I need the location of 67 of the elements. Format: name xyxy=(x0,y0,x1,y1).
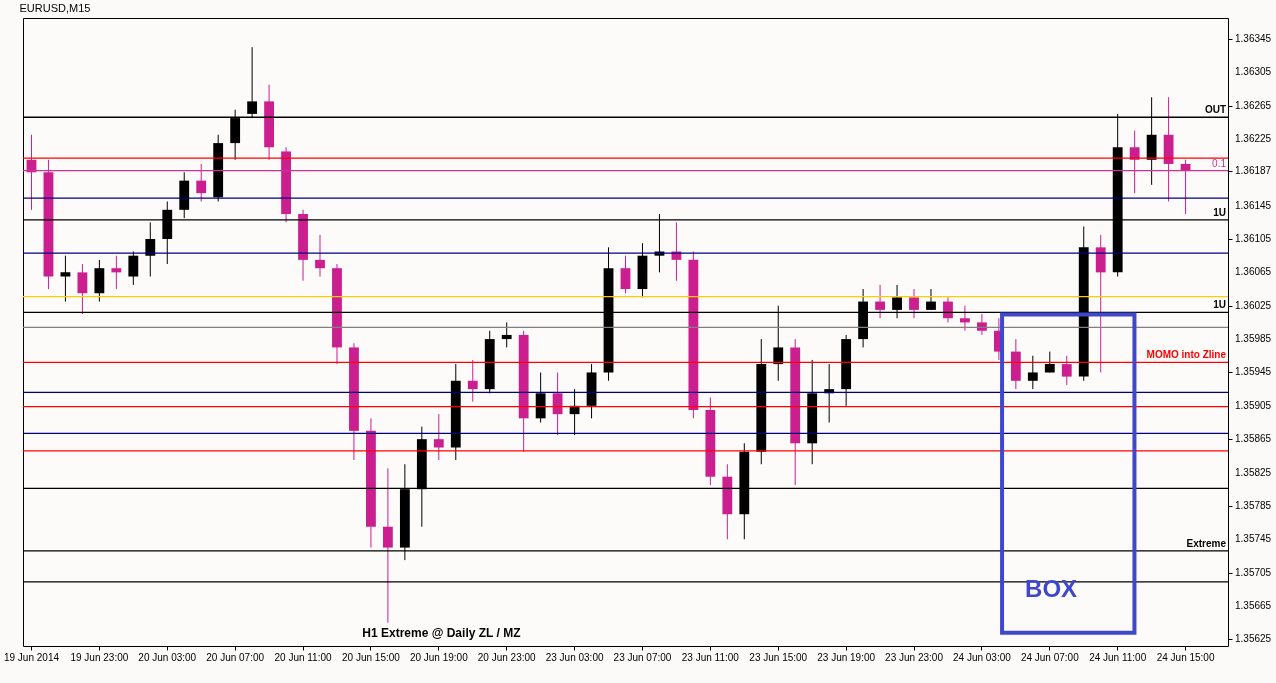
x-tick-label: 20 Jun 15:00 xyxy=(342,651,401,663)
x-tick-label: 24 Jun 03:00 xyxy=(952,651,1012,663)
annotation: 0.1 xyxy=(1212,157,1227,169)
y-tick-label: 1.35945 xyxy=(1235,366,1272,378)
y-tick-label: 1.35785 xyxy=(1235,499,1272,511)
y-tick-label: 1.36065 xyxy=(1235,266,1272,278)
x-tick-label: 20 Jun 07:00 xyxy=(206,651,265,663)
y-tick-label: 1.35905 xyxy=(1235,399,1272,411)
ref-line-label: Extreme xyxy=(1186,537,1227,549)
x-tick-label: 19 Jun 23:00 xyxy=(70,651,129,663)
y-tick-label: 1.35625 xyxy=(1235,633,1272,645)
candlestick xyxy=(960,305,970,332)
annotation: BOX xyxy=(1025,575,1078,603)
x-tick-label: 20 Jun 03:00 xyxy=(138,651,197,663)
y-tick-label: 1.36265 xyxy=(1235,99,1272,111)
candlestick xyxy=(145,221,156,278)
x-tick-label: 20 Jun 11:00 xyxy=(274,651,333,663)
candlestick xyxy=(552,371,563,436)
ref-line-label: MOMO into Zline xyxy=(1146,349,1227,361)
x-tick-label: 23 Jun 23:00 xyxy=(885,651,944,663)
candlestick xyxy=(875,284,885,319)
candlestick xyxy=(77,263,88,315)
candlestick xyxy=(315,234,325,278)
x-tick-label: 23 Jun 11:00 xyxy=(681,651,740,663)
y-tick-label: 1.36225 xyxy=(1235,132,1272,144)
candlestick xyxy=(1027,355,1038,390)
candlestick xyxy=(128,251,139,286)
ref-line-label: 1U xyxy=(1213,206,1226,218)
candlestick xyxy=(433,413,444,461)
candlestick xyxy=(976,313,987,336)
candlestick xyxy=(501,321,512,348)
candlestick xyxy=(467,359,478,403)
y-tick-label: 1.36305 xyxy=(1235,66,1272,78)
candlestick xyxy=(926,288,936,311)
x-tick-label: 20 Jun 19:00 xyxy=(409,651,469,663)
x-tick-label: 23 Jun 19:00 xyxy=(817,651,876,663)
y-tick-label: 1.35825 xyxy=(1235,466,1272,478)
candlestick xyxy=(382,467,393,624)
y-tick-label: 1.36187 xyxy=(1235,164,1272,176)
chart-title: EURUSD,M15 xyxy=(19,2,91,14)
x-tick-label: 24 Jun 11:00 xyxy=(1089,651,1147,663)
y-tick-label: 1.35985 xyxy=(1235,333,1272,345)
candlestick xyxy=(943,296,953,323)
x-tick-label: 23 Jun 03:00 xyxy=(545,651,604,663)
x-tick-label: 20 Jun 23:00 xyxy=(477,651,537,663)
x-tick-label: 24 Jun 15:00 xyxy=(1156,651,1215,663)
candlestick xyxy=(620,255,631,294)
candlestick xyxy=(909,288,919,319)
candlestick xyxy=(196,163,207,202)
ref-line-label: OUT xyxy=(1204,104,1226,116)
y-tick-label: 1.36105 xyxy=(1235,233,1272,245)
x-tick-label: 24 Jun 07:00 xyxy=(1020,651,1080,663)
candlestick xyxy=(60,255,71,303)
annotation: H1 Extreme @ Daily ZL / MZ xyxy=(362,626,521,640)
candlestick xyxy=(111,255,122,290)
x-tick-label: 23 Jun 07:00 xyxy=(613,651,672,663)
candlestick xyxy=(1061,355,1072,386)
y-tick-label: 1.36025 xyxy=(1235,299,1272,311)
y-tick-label: 1.36345 xyxy=(1235,32,1272,44)
y-tick-label: 1.36145 xyxy=(1235,199,1272,211)
y-tick-label: 1.35705 xyxy=(1235,566,1272,578)
y-tick-label: 1.35665 xyxy=(1235,599,1272,611)
x-tick-label: 19 Jun 2014 xyxy=(3,651,60,663)
y-tick-label: 1.35865 xyxy=(1235,433,1272,445)
ref-line-label: 1U xyxy=(1213,299,1226,311)
x-tick-label: 23 Jun 15:00 xyxy=(749,651,808,663)
y-tick-label: 1.35745 xyxy=(1235,533,1272,545)
